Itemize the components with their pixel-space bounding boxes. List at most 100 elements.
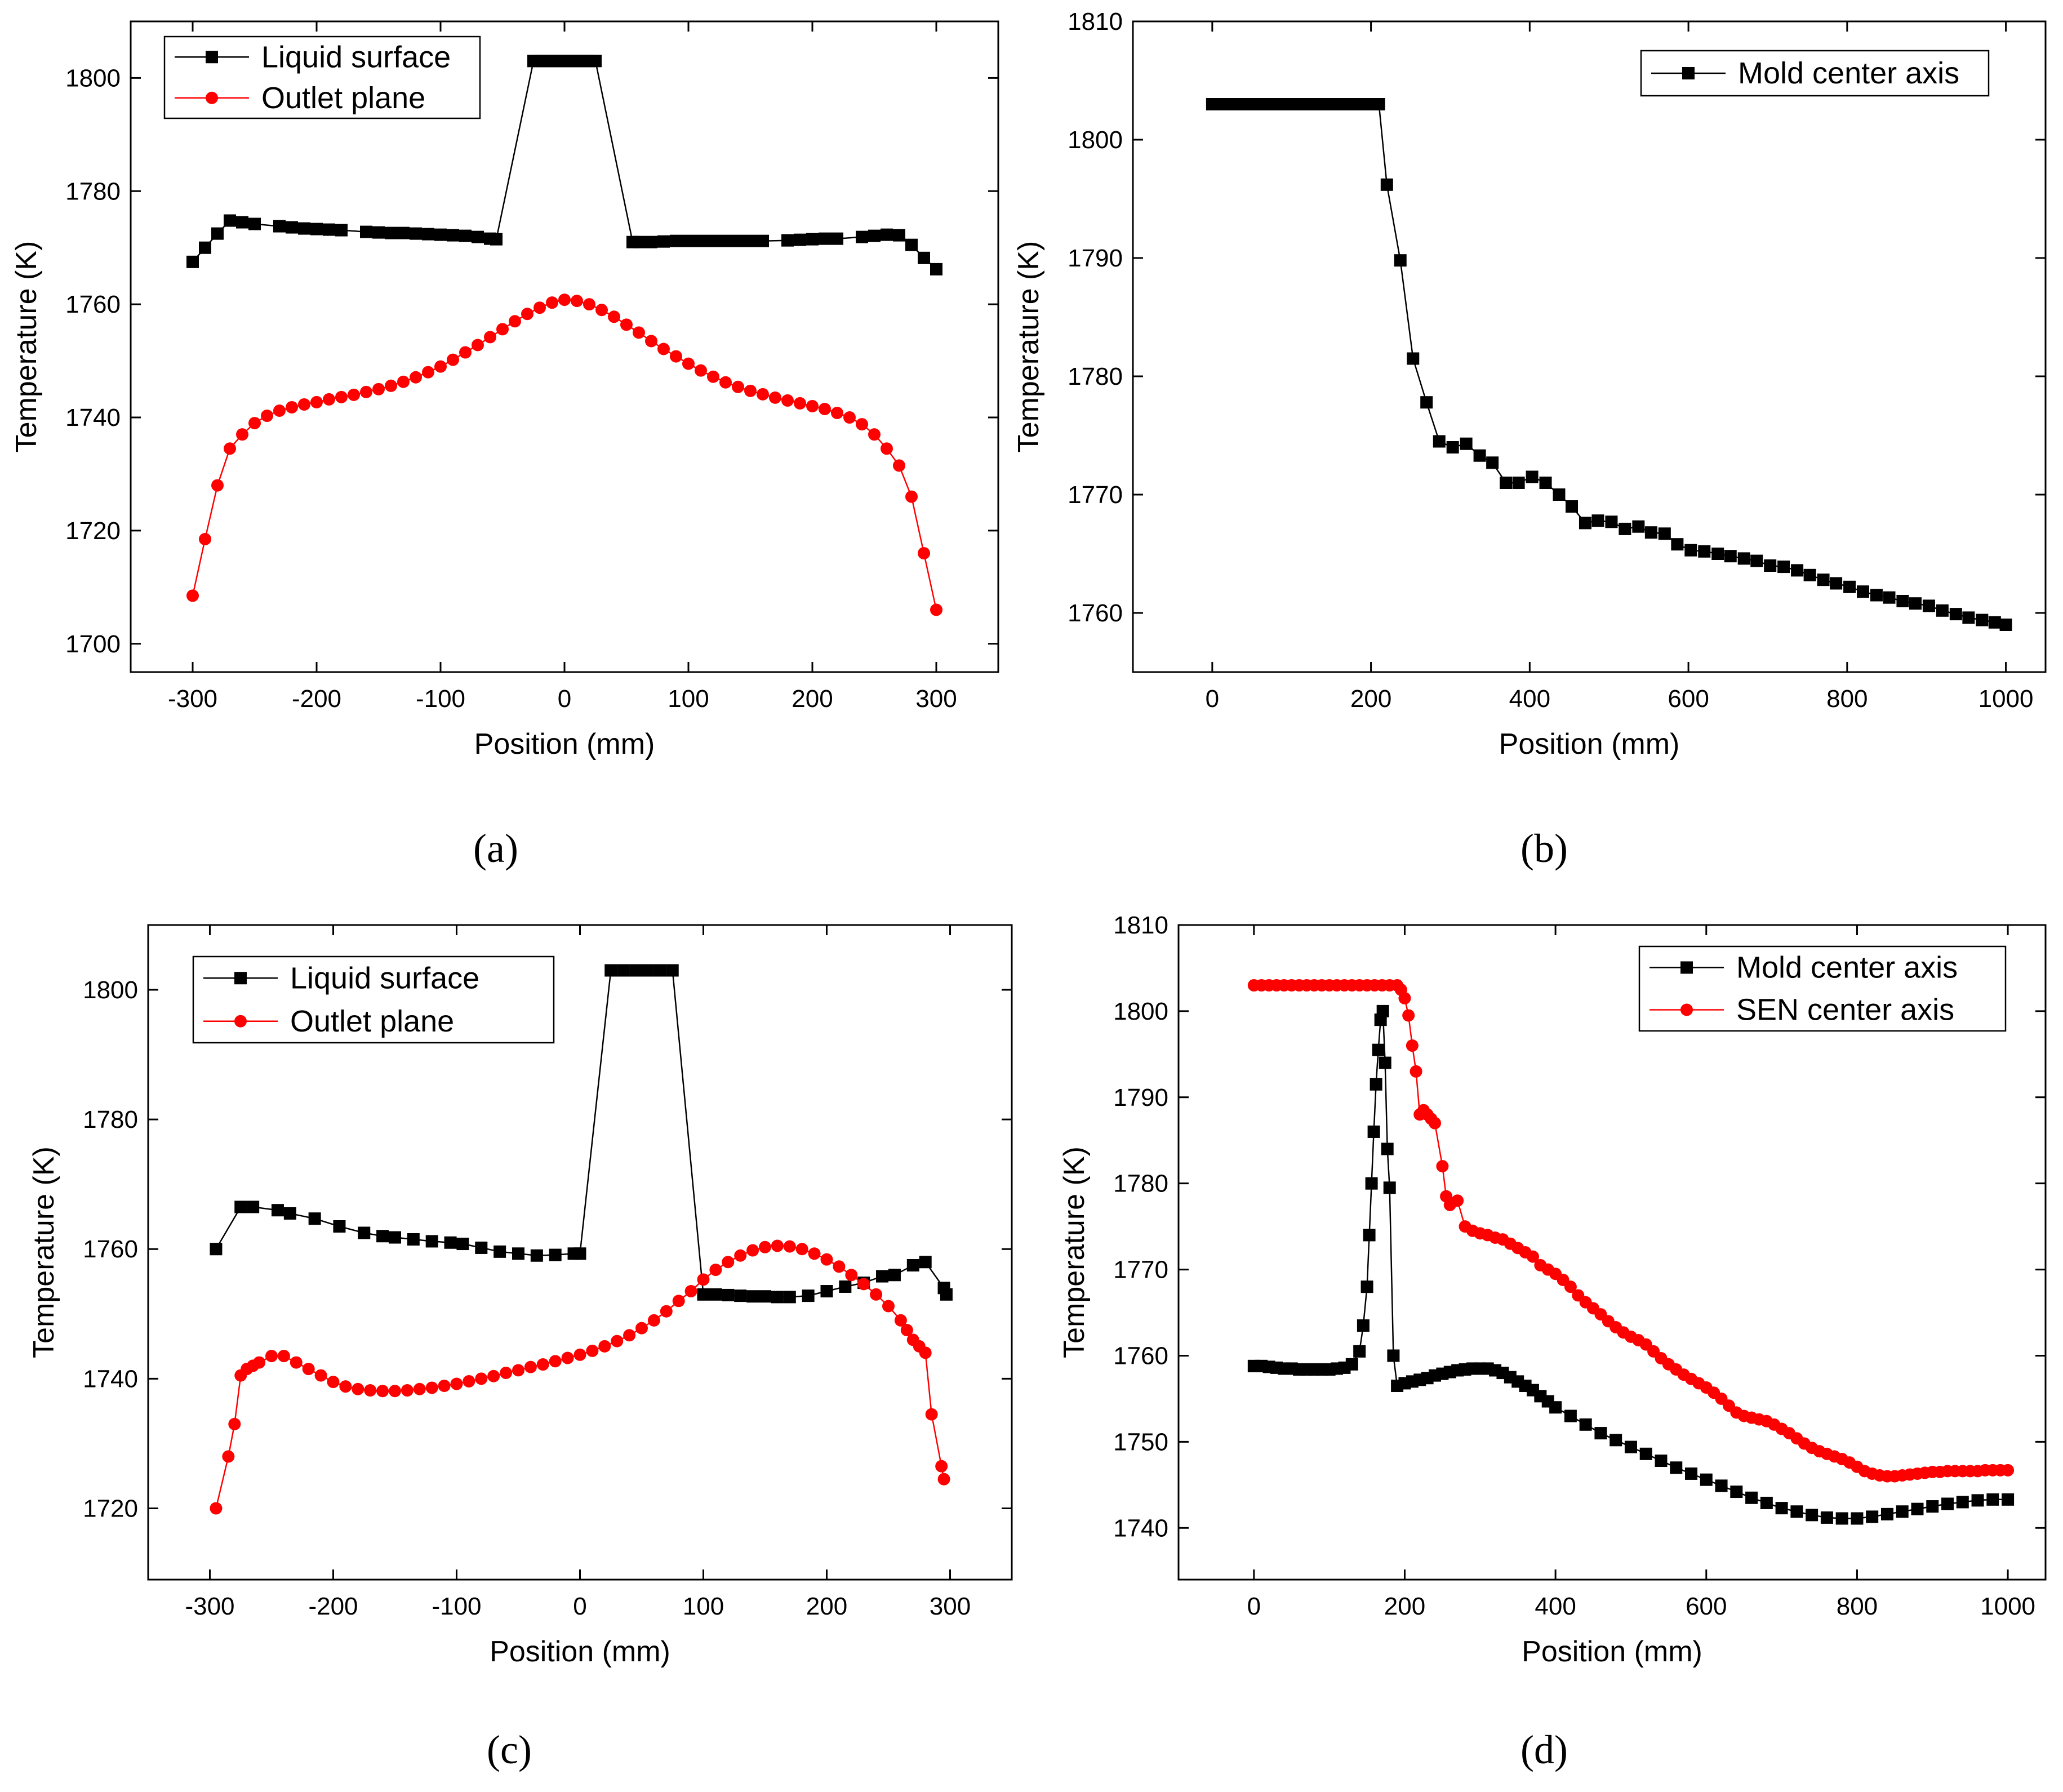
data-point-circle — [372, 383, 385, 395]
data-point-square — [1670, 1461, 1683, 1474]
data-point-square — [1367, 1125, 1380, 1138]
data-point-circle — [496, 323, 509, 336]
data-point-circle — [697, 1273, 710, 1286]
data-point-square — [1999, 619, 2012, 631]
legend-swatch-marker — [1680, 961, 1693, 974]
data-point-circle — [360, 385, 372, 398]
y-tick-label: 1780 — [65, 177, 121, 205]
data-point-square — [1911, 1502, 1924, 1515]
data-point-square — [1922, 599, 1935, 612]
y-tick-label: 1810 — [1068, 8, 1123, 35]
data-point-square — [1407, 352, 1420, 365]
data-point-circle — [1398, 991, 1411, 1004]
data-point-circle — [857, 1278, 870, 1291]
data-point-square — [802, 1289, 815, 1302]
data-point-square — [757, 234, 769, 247]
data-point-square — [1433, 435, 1446, 448]
data-point-circle — [771, 1239, 784, 1252]
data-point-square — [1724, 550, 1737, 563]
x-tick-label: 600 — [1686, 1593, 1727, 1620]
data-point-circle — [1436, 1160, 1449, 1173]
data-point-square — [358, 1226, 371, 1239]
data-point-circle — [1564, 1280, 1577, 1293]
data-point-square — [1486, 456, 1499, 469]
data-point-square — [1962, 611, 1975, 624]
data-point-circle — [635, 1322, 648, 1335]
data-point-circle — [670, 350, 682, 363]
data-point-square — [806, 233, 819, 246]
data-point-square — [1345, 1358, 1358, 1371]
data-point-square — [617, 964, 630, 977]
data-point-square — [1610, 1434, 1622, 1447]
data-point-circle — [695, 364, 707, 377]
data-point-circle — [339, 1380, 352, 1393]
data-point-square — [722, 1288, 735, 1301]
y-tick-label: 1720 — [65, 517, 121, 545]
plot-frame — [1177, 924, 2047, 1581]
data-point-circle — [682, 357, 695, 370]
legend-box — [192, 955, 555, 1044]
data-point-square — [248, 217, 261, 230]
data-point-square — [271, 1204, 284, 1217]
data-point-square — [666, 964, 679, 977]
x-tick-label: 0 — [1247, 1593, 1261, 1620]
data-point-square — [530, 1249, 543, 1262]
data-point-square — [604, 964, 617, 977]
data-point-square — [1775, 1502, 1788, 1515]
data-point-circle — [759, 1240, 771, 1253]
data-point-square — [1698, 545, 1711, 558]
data-point-square — [1655, 1455, 1668, 1468]
data-point-square — [210, 1243, 223, 1256]
data-point-square — [376, 1230, 389, 1243]
data-point-square — [372, 226, 385, 239]
data-point-circle — [549, 1355, 562, 1368]
data-point-circle — [623, 1329, 636, 1342]
legend-box — [1638, 945, 2007, 1032]
y-tick-label: 1760 — [1068, 599, 1123, 627]
data-point-circle — [352, 1382, 364, 1395]
y-tick-label: 1760 — [65, 291, 121, 318]
data-point-square — [1353, 1345, 1366, 1358]
data-point-circle — [425, 1381, 438, 1394]
data-point-square — [719, 234, 732, 247]
data-point-circle — [385, 379, 397, 392]
data-point-square — [1883, 591, 1896, 604]
y-tick-label: 1770 — [1113, 1256, 1168, 1284]
data-point-square — [820, 1285, 833, 1298]
data-point-square — [707, 234, 719, 247]
data-point-circle — [236, 428, 248, 441]
panel-label: (a) — [473, 826, 518, 871]
data-point-square — [670, 234, 682, 247]
data-point-square — [283, 1207, 296, 1220]
data-point-square — [335, 224, 348, 237]
data-point-circle — [459, 346, 472, 359]
data-point-square — [1639, 1447, 1652, 1460]
data-point-square — [286, 221, 298, 234]
x-tick-label: 100 — [668, 685, 709, 713]
data-point-square — [1566, 500, 1579, 513]
y-tick-label: 1810 — [1113, 911, 1168, 939]
data-point-square — [695, 234, 707, 247]
data-point-square — [781, 234, 794, 247]
x-tick-label: 200 — [1350, 685, 1391, 713]
legend-swatch-marker — [206, 91, 218, 104]
x-tick-label: -300 — [185, 1593, 234, 1620]
x-tick-label: -300 — [168, 685, 217, 713]
x-tick-label: 1000 — [1980, 1593, 2035, 1620]
series-outlet-plane — [210, 1239, 950, 1515]
data-point-square — [1383, 1181, 1396, 1194]
data-point-square — [1605, 515, 1618, 528]
data-point-square — [456, 1238, 469, 1251]
data-point-square — [1591, 514, 1604, 527]
y-tick-label: 1740 — [65, 404, 121, 432]
y-tick-label: 1740 — [1113, 1514, 1168, 1542]
data-point-square — [397, 226, 410, 239]
data-point-square — [1880, 1508, 1893, 1520]
data-point-circle — [286, 401, 298, 413]
legend-swatch-marker — [234, 972, 247, 985]
y-tick-label: 1800 — [83, 976, 138, 1004]
data-point-circle — [397, 375, 410, 388]
data-point-square — [1971, 1494, 1984, 1507]
y-tick-label: 1790 — [1068, 244, 1123, 272]
data-point-square — [1644, 526, 1657, 539]
